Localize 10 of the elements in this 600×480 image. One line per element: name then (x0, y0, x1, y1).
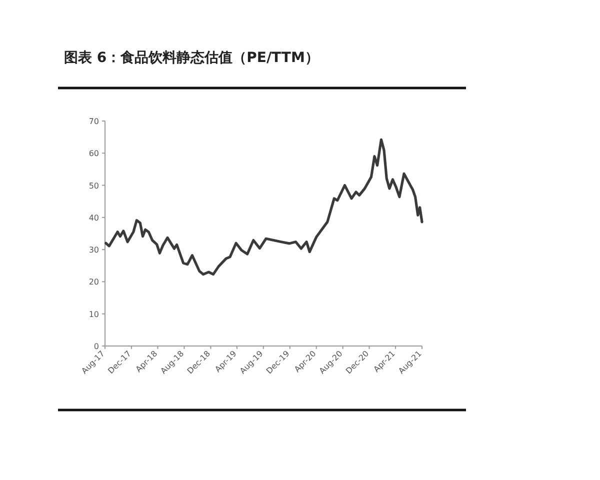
y-tick-label: 30 (88, 246, 99, 255)
y-tick-label: 0 (94, 342, 99, 351)
y-tick-label: 50 (88, 181, 99, 190)
y-tick-label: 60 (88, 149, 99, 158)
chart-title: 图表 6：食品饮料静态估值（PE/TTM） (64, 50, 319, 66)
y-tick-label: 20 (88, 278, 99, 287)
y-tick-label: 10 (88, 310, 99, 319)
y-tick-label: 70 (88, 117, 99, 126)
line-series (104, 138, 424, 276)
y-tick-label: 40 (88, 213, 99, 222)
